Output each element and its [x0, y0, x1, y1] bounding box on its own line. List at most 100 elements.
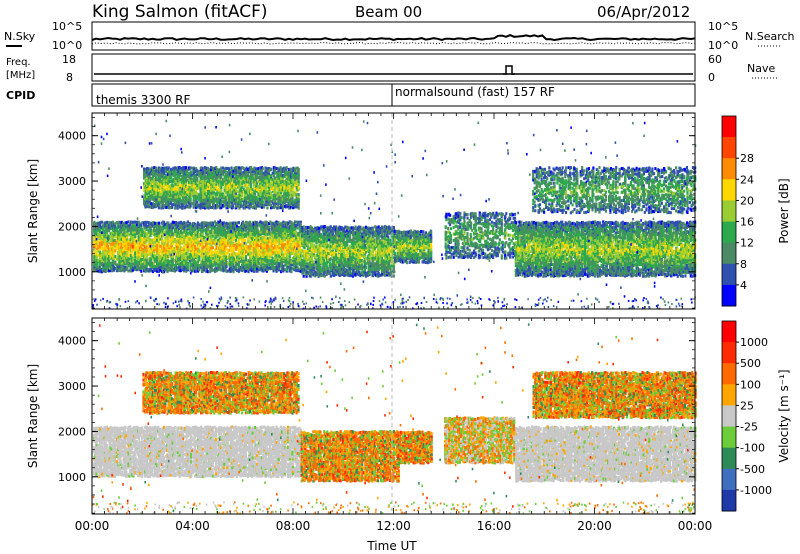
power-echo-cell — [181, 238, 184, 242]
power-echo-cell — [167, 265, 170, 269]
power-echo-cell — [115, 269, 118, 273]
power-echo-cell — [206, 251, 209, 255]
power-echo-cell — [177, 263, 180, 267]
power-echo-cell — [284, 244, 287, 248]
power-echo-cell — [211, 251, 214, 255]
power-echo-cell — [101, 227, 105, 231]
power-echo-cell — [109, 266, 112, 270]
power-echo-cell — [179, 265, 182, 269]
power-echo-cell — [105, 259, 108, 263]
power-echo-cell — [246, 227, 250, 230]
power-echo-cell — [123, 224, 126, 228]
power-echo-cell — [196, 225, 200, 229]
power-echo-cell — [194, 264, 197, 268]
power-echo-cell — [167, 262, 170, 266]
power-echo-cell — [278, 227, 281, 230]
power-echo-cell — [291, 257, 294, 260]
power-echo-cell — [264, 268, 267, 272]
power-echo-cell — [134, 228, 137, 232]
power-echo-cell — [274, 238, 277, 242]
power-echo-cell — [254, 244, 257, 248]
power-echo-cell — [254, 251, 257, 255]
power-echo-cell — [266, 230, 269, 234]
power-echo-cell — [227, 269, 230, 273]
power-echo-cell — [194, 255, 197, 259]
power-echo-cell — [161, 239, 164, 243]
power-echo-cell — [215, 253, 218, 256]
power-echo-cell — [264, 226, 267, 230]
power-echo-cell — [219, 267, 222, 271]
power-echo-cell — [151, 244, 154, 248]
power-echo-cell — [101, 232, 105, 236]
power-echo-cell — [129, 234, 133, 238]
power-echo-cell — [137, 221, 141, 225]
power-echo-cell — [207, 253, 210, 257]
power-echo-cell — [108, 257, 111, 260]
power-echo-cell — [268, 240, 271, 244]
power-echo-cell — [269, 238, 272, 242]
power-echo-cell — [290, 267, 293, 270]
power-echo-cell — [352, 245, 355, 249]
power-echo-cell — [124, 234, 127, 238]
power-echo-cell — [296, 266, 299, 270]
power-echo-cell — [262, 222, 265, 226]
power-echo-cell — [96, 255, 99, 259]
power-echo-cell — [284, 263, 287, 267]
power-echo-cell — [103, 229, 106, 233]
power-echo-cell — [201, 262, 204, 266]
power-echo-cell — [222, 245, 225, 249]
power-echo-cell — [158, 256, 161, 260]
power-echo-cell — [159, 237, 162, 241]
power-echo-cell — [171, 226, 174, 230]
power-echo-cell — [158, 261, 161, 265]
power-echo-cell — [323, 236, 326, 240]
power-echo-cell — [259, 230, 262, 234]
power-echo-cell — [215, 226, 218, 230]
power-echo-cell — [274, 227, 277, 231]
power-echo-cell — [323, 268, 326, 272]
power-echo-cell — [290, 250, 293, 254]
power-echo-cell — [93, 232, 96, 236]
power-echo-cell — [254, 222, 257, 226]
power-echo-cell — [101, 247, 105, 251]
power-echo-cell — [167, 244, 170, 248]
power-echo-cell — [150, 254, 153, 258]
power-echo-cell — [151, 230, 154, 234]
power-echo-cell — [196, 269, 200, 273]
power-echo-cell — [106, 265, 109, 269]
power-echo-cell — [222, 250, 225, 254]
power-echo-cell — [227, 242, 230, 246]
power-echo-cell — [233, 251, 236, 255]
power-echo-cell — [236, 262, 239, 266]
power-echo-cell — [112, 260, 115, 264]
power-echo-cell — [260, 246, 263, 250]
power-echo-cell — [249, 228, 252, 231]
power-echo-cell — [219, 238, 222, 242]
power-echo-cell — [155, 269, 159, 273]
power-echo-cell — [242, 237, 245, 241]
power-echo-cell — [213, 248, 217, 252]
power-echo-cell — [266, 265, 269, 269]
nsearch-tick-bottom: 10^0 — [708, 39, 738, 52]
power-echo-cell — [282, 234, 285, 238]
power-echo-cell — [103, 239, 106, 243]
power-echo-cell — [201, 225, 204, 229]
power-echo-cell — [106, 257, 109, 261]
power-echo-cell — [222, 228, 225, 232]
power-echo-cell — [141, 227, 144, 231]
power-echo-cell — [132, 231, 135, 235]
power-echo-cell — [192, 244, 195, 247]
power-echo-cell — [99, 247, 102, 251]
power-echo-cell — [198, 244, 201, 248]
power-echo-cell — [190, 254, 193, 258]
power-echo-cell — [242, 222, 245, 225]
power-echo-cell — [181, 265, 184, 269]
power-echo-cell — [177, 254, 180, 258]
power-echo-cell — [151, 238, 154, 242]
power-echo-cell — [101, 235, 105, 238]
power-echo-cell — [198, 258, 201, 262]
power-echo-cell — [280, 222, 283, 226]
power-echo-cell — [159, 225, 162, 229]
power-echo-cell — [278, 256, 281, 260]
